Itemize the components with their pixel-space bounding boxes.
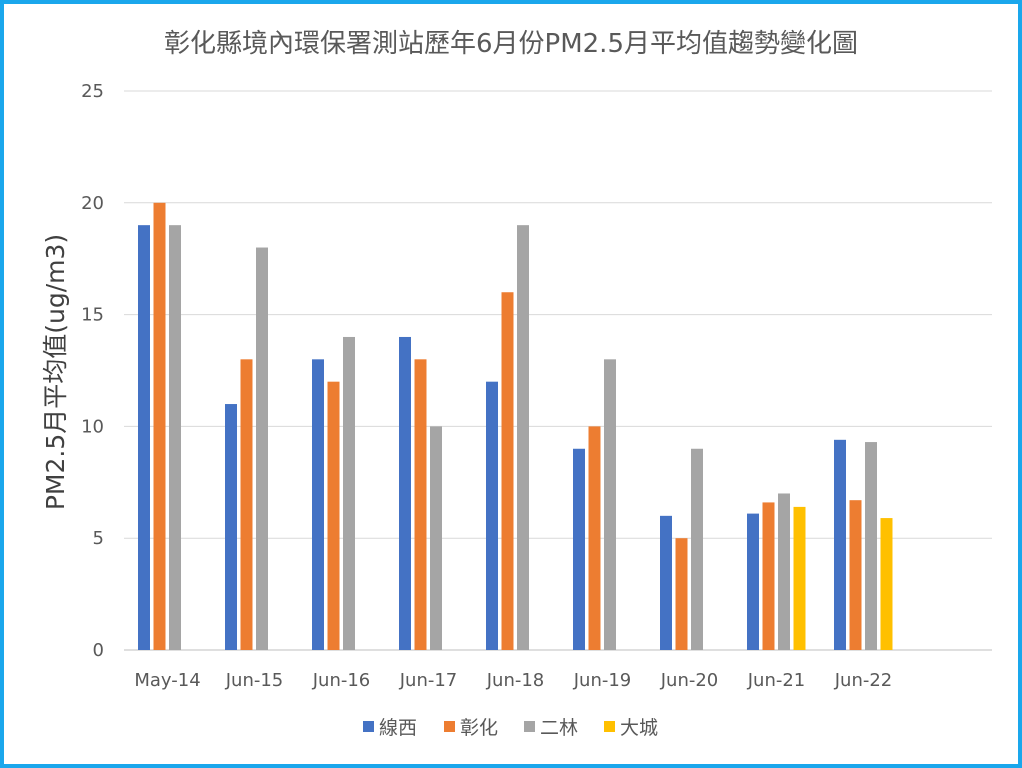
- x-tick-label: Jun-22: [834, 670, 893, 691]
- chart-title: 彰化縣境內環保署測站歷年6月份PM2.5月平均值趨勢變化圖: [164, 29, 858, 59]
- y-tick-label: 5: [93, 528, 104, 549]
- bar-2-jun-20: [675, 538, 688, 650]
- bar-2-may-14: [153, 202, 166, 651]
- bar-1-jun-17: [399, 336, 411, 650]
- bar-1-jun-18: [486, 381, 498, 650]
- bar-2-jun-22: [849, 500, 862, 650]
- y-tick-label: 0: [93, 640, 104, 661]
- legend-label: 彰化: [460, 717, 498, 739]
- bar-1-may-14: [138, 225, 150, 650]
- x-tick-label: Jun-17: [399, 670, 458, 691]
- bar-3-jun-19: [604, 359, 616, 650]
- legend: 線西 彰化 二林 大城: [363, 717, 658, 739]
- bar-3-may-14: [169, 225, 181, 650]
- bar-2-jun-21: [762, 502, 775, 650]
- x-tick-label: Jun-19: [573, 670, 632, 691]
- bar-3-jun-17: [430, 426, 442, 650]
- bar-2-jun-19: [588, 426, 601, 650]
- legend-swatch: [604, 721, 615, 732]
- legend-label: 二林: [540, 717, 578, 739]
- bar-1-jun-21: [747, 513, 759, 650]
- legend-swatch: [524, 721, 535, 732]
- bar-3-jun-16: [343, 336, 355, 650]
- bar-1-jun-19: [573, 448, 585, 650]
- bar-1-jun-22: [834, 439, 846, 650]
- bar-1-jun-15: [225, 404, 237, 650]
- bar-4-jun-21: [793, 506, 806, 650]
- legend-swatch: [363, 721, 374, 732]
- y-tick-label: 25: [81, 81, 104, 102]
- x-tick-label: Jun-18: [486, 670, 545, 691]
- bars: [138, 202, 893, 651]
- bar-1-jun-20: [660, 515, 672, 650]
- bar-2-jun-18: [501, 292, 514, 650]
- bar-3-jun-15: [256, 247, 268, 650]
- bar-3-jun-22: [865, 442, 877, 650]
- bar-1-jun-16: [312, 359, 324, 650]
- y-tick-label: 20: [81, 193, 104, 214]
- x-tick-label: Jun-20: [660, 670, 719, 691]
- legend-label: 線西: [379, 717, 417, 739]
- y-tick-label: 10: [81, 416, 104, 437]
- x-tick-label: Jun-21: [747, 670, 806, 691]
- gridlines: [124, 90, 992, 651]
- bar-3-jun-20: [691, 448, 703, 650]
- bar-3-jun-21: [778, 493, 790, 650]
- y-axis-ticks: 0 5 10 15 20 25: [81, 81, 104, 661]
- x-tick-label: Jun-15: [225, 670, 284, 691]
- bar-2-jun-15: [240, 359, 253, 650]
- y-axis-label: PM2.5月平均值(ug/m3): [41, 234, 70, 510]
- x-tick-label: Jun-16: [312, 670, 371, 691]
- legend-label: 大城: [620, 717, 658, 739]
- bar-2-jun-17: [414, 359, 427, 650]
- bar-3-jun-18: [517, 225, 529, 650]
- bar-2-jun-16: [327, 381, 340, 650]
- y-tick-label: 15: [81, 305, 104, 326]
- bar-4-jun-22: [880, 518, 893, 650]
- x-axis-ticks: May-14 Jun-15 Jun-16 Jun-17 Jun-18 Jun-19 Jun-…: [134, 670, 892, 691]
- legend-swatch: [444, 721, 455, 732]
- x-tick-label: May-14: [134, 670, 200, 691]
